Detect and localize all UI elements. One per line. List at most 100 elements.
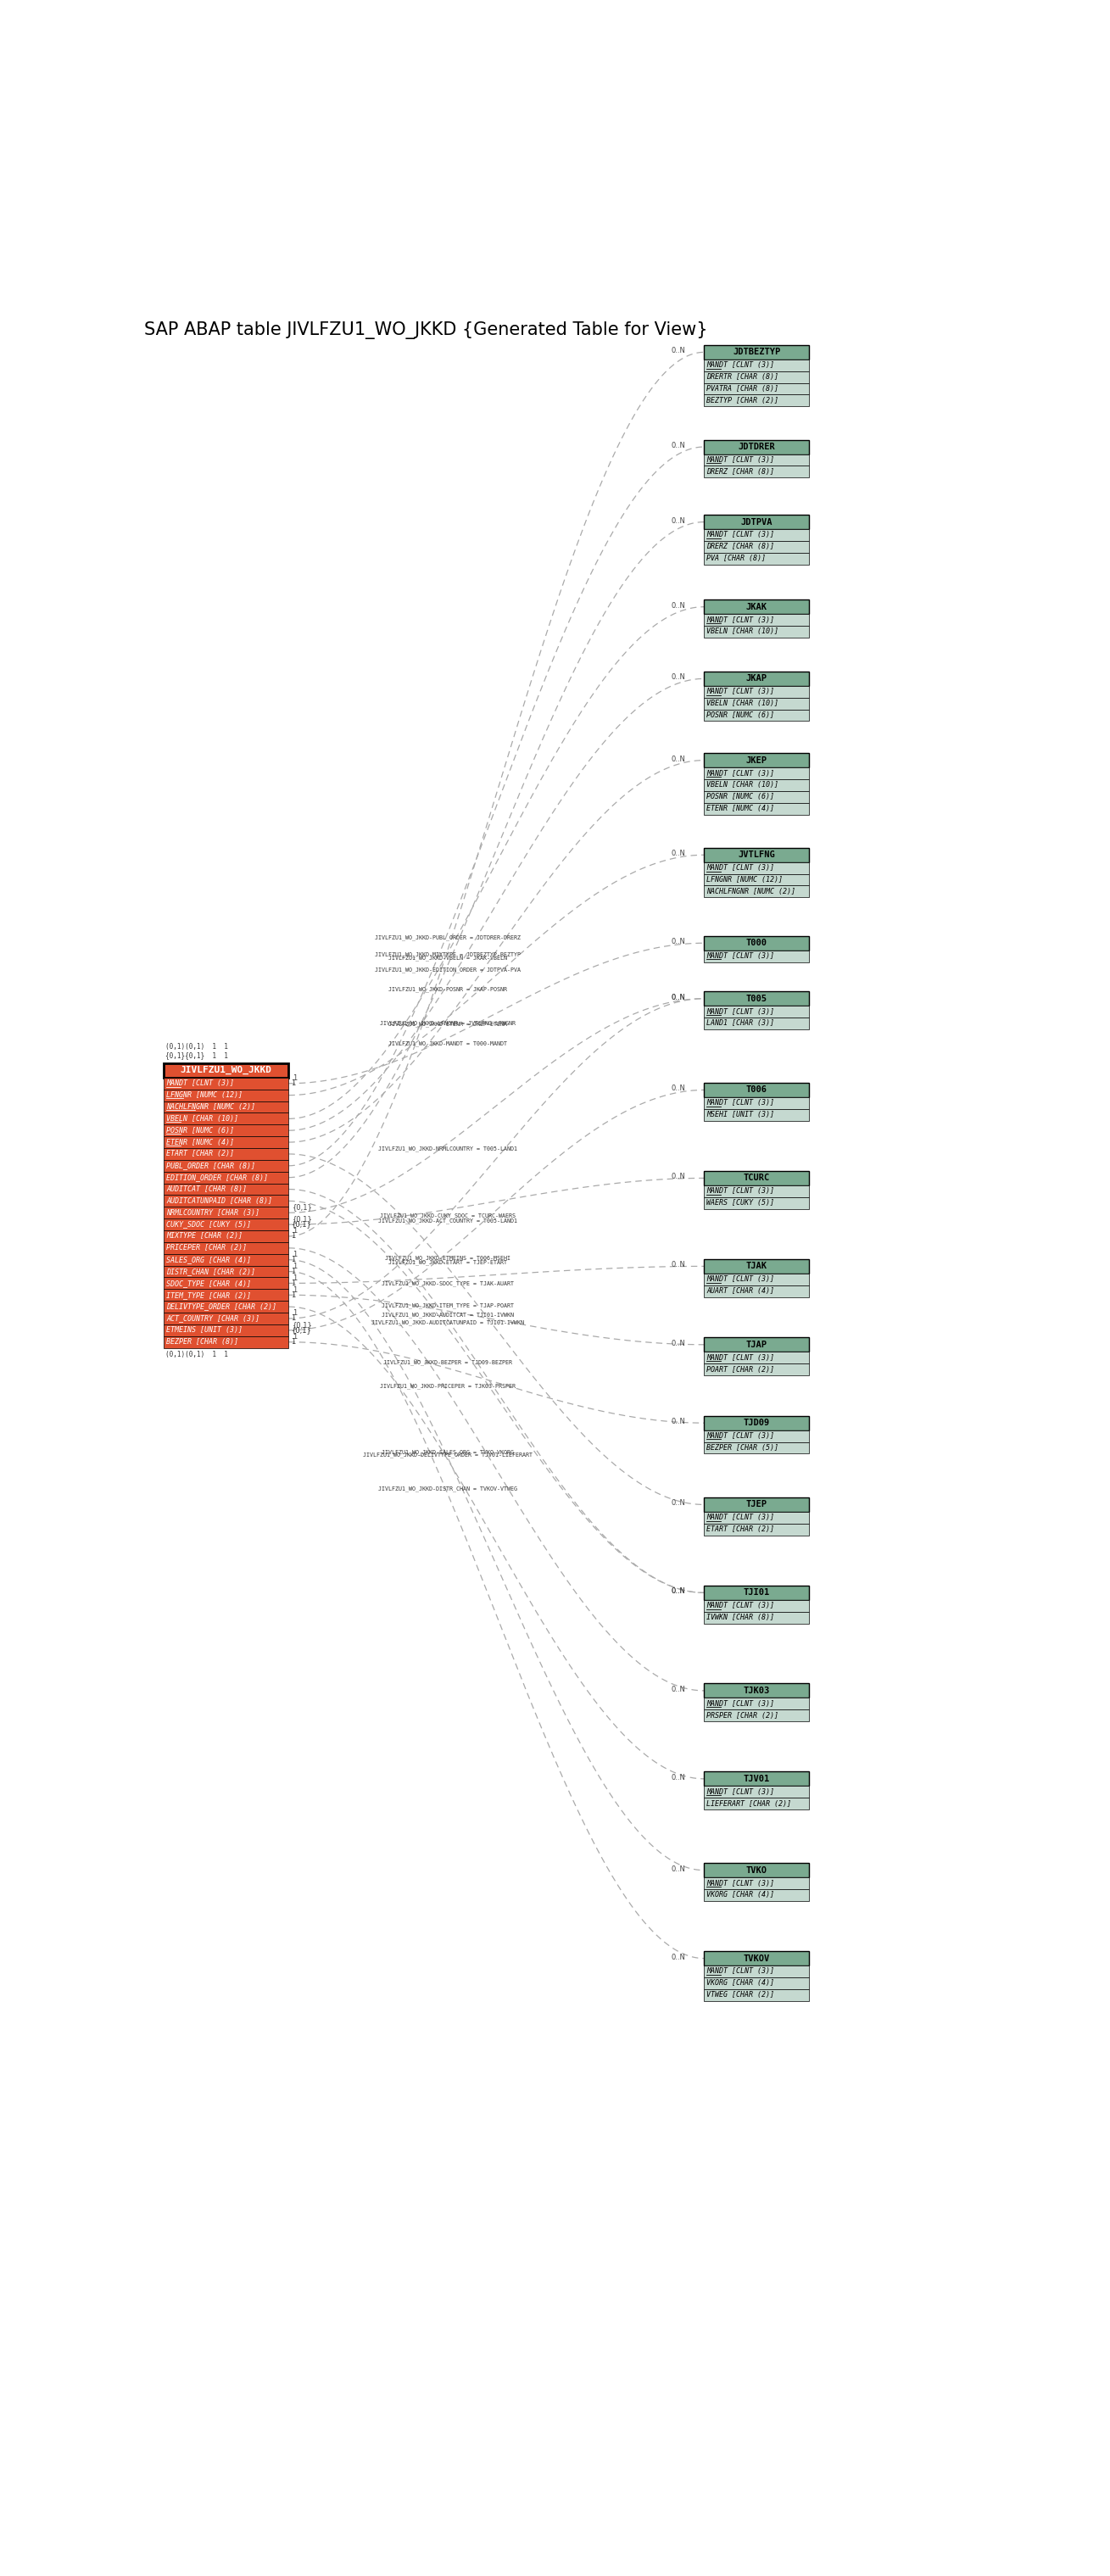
Text: TVKO: TVKO — [746, 1865, 767, 1875]
Text: POSNR [NUMC (6)]: POSNR [NUMC (6)] — [707, 793, 775, 801]
Text: 0..N: 0..N — [672, 1262, 686, 1270]
Bar — [163, 1077, 289, 1090]
Text: DRERZ [CHAR (8)]: DRERZ [CHAR (8)] — [707, 544, 775, 551]
Text: 0..N: 0..N — [672, 1587, 686, 1595]
Text: 1: 1 — [293, 1332, 297, 1340]
Text: JIVLFZU1_WO_JKKD-ETART = TJEP-ETART: JIVLFZU1_WO_JKKD-ETART = TJEP-ETART — [388, 1260, 507, 1265]
Text: WAERS [CUKY (5)]: WAERS [CUKY (5)] — [707, 1200, 775, 1206]
Bar — [704, 1097, 809, 1108]
Text: POSNR [NUMC (6)]: POSNR [NUMC (6)] — [166, 1126, 234, 1133]
Text: VBELN [CHAR (10)]: VBELN [CHAR (10)] — [707, 629, 778, 636]
Text: TJD09: TJD09 — [744, 1419, 769, 1427]
Text: 0..N: 0..N — [672, 994, 686, 1002]
Bar — [704, 863, 809, 873]
Text: MANDT [CLNT (3)]: MANDT [CLNT (3)] — [707, 1007, 775, 1015]
Bar — [704, 1587, 809, 1600]
Text: 0..N: 0..N — [672, 1417, 686, 1425]
Text: LAND1 [CHAR (3)]: LAND1 [CHAR (3)] — [707, 1020, 775, 1028]
Text: 0..N: 0..N — [672, 1587, 686, 1595]
Text: MANDT [CLNT (3)]: MANDT [CLNT (3)] — [707, 863, 775, 871]
Bar — [163, 1218, 289, 1231]
Text: JIVLFZU1_WO_JKKD-ACT_COUNTRY = T005-LAND1: JIVLFZU1_WO_JKKD-ACT_COUNTRY = T005-LAND… — [379, 1218, 517, 1224]
Text: JDTPVA: JDTPVA — [740, 518, 773, 526]
Text: 1: 1 — [291, 1231, 295, 1239]
Bar — [704, 1888, 809, 1901]
Bar — [163, 1337, 289, 1347]
Text: PUBL_ORDER [CHAR (8)]: PUBL_ORDER [CHAR (8)] — [166, 1162, 255, 1170]
Bar — [704, 361, 809, 371]
Bar — [704, 935, 809, 951]
Text: JIVLFZU1_WO_JKKD-LFNGNR = JVTLFNG-LFNGNR: JIVLFZU1_WO_JKKD-LFNGNR = JVTLFNG-LFNGNR — [381, 1020, 516, 1025]
Text: 1: 1 — [293, 1262, 297, 1270]
Bar — [704, 613, 809, 626]
Text: MANDT [CLNT (3)]: MANDT [CLNT (3)] — [707, 1515, 775, 1522]
Text: JIVLFZU1_WO_JKKD-ITEM_TYPE = TJAP-POART: JIVLFZU1_WO_JKKD-ITEM_TYPE = TJAP-POART — [382, 1303, 514, 1309]
Bar — [704, 1950, 809, 1965]
Text: VKORG [CHAR (4)]: VKORG [CHAR (4)] — [707, 1978, 775, 1986]
Text: ETMEINS [UNIT (3)]: ETMEINS [UNIT (3)] — [166, 1327, 243, 1334]
Text: TJAK: TJAK — [746, 1262, 767, 1270]
Text: VBELN [CHAR (10)]: VBELN [CHAR (10)] — [707, 781, 778, 788]
Bar — [704, 1172, 809, 1185]
Bar — [163, 1126, 289, 1136]
Text: 1: 1 — [291, 1291, 295, 1298]
Text: MANDT [CLNT (3)]: MANDT [CLNT (3)] — [707, 1700, 775, 1708]
Text: JIVLFZU1_WO_JKKD-PUBL_ORDER = JDTDRER-DRERZ: JIVLFZU1_WO_JKKD-PUBL_ORDER = JDTDRER-DR… — [375, 935, 521, 940]
Text: BEZPER [CHAR (5)]: BEZPER [CHAR (5)] — [707, 1445, 778, 1453]
Text: JIVLFZU1_WO_JKKD-MANDT = T000-MANDT: JIVLFZU1_WO_JKKD-MANDT = T000-MANDT — [388, 1041, 507, 1046]
Text: 0..N: 0..N — [672, 1775, 686, 1783]
Text: MANDT [CLNT (3)]: MANDT [CLNT (3)] — [707, 456, 775, 464]
Bar — [704, 1685, 809, 1698]
Bar — [704, 1989, 809, 2002]
Bar — [704, 384, 809, 394]
Text: LIEFERART [CHAR (2)]: LIEFERART [CHAR (2)] — [707, 1801, 791, 1808]
Text: 0..N: 0..N — [672, 938, 686, 945]
Text: JKAP: JKAP — [746, 675, 767, 683]
Bar — [163, 1324, 289, 1337]
Text: JDTDRER: JDTDRER — [738, 443, 775, 451]
Bar — [704, 848, 809, 863]
Text: JIVLFZU1_WO_JKKD-CUKY_SDOC = TCURC-WAERS: JIVLFZU1_WO_JKKD-CUKY_SDOC = TCURC-WAERS — [381, 1213, 516, 1218]
Bar — [163, 1136, 289, 1149]
Bar — [704, 1497, 809, 1512]
Bar — [163, 1208, 289, 1218]
Bar — [704, 951, 809, 961]
Bar — [704, 515, 809, 528]
Bar — [704, 1198, 809, 1208]
Text: 1: 1 — [293, 1074, 297, 1082]
Bar — [704, 1337, 809, 1352]
Text: DISTR_CHAN [CHAR (2)]: DISTR_CHAN [CHAR (2)] — [166, 1267, 255, 1275]
Text: MANDT [CLNT (3)]: MANDT [CLNT (3)] — [166, 1079, 234, 1087]
Bar — [163, 1064, 289, 1077]
Bar — [704, 440, 809, 453]
Bar — [704, 1273, 809, 1285]
Bar — [163, 1231, 289, 1242]
Bar — [704, 1082, 809, 1097]
Text: JKEP: JKEP — [746, 755, 767, 765]
Text: 1: 1 — [291, 1267, 295, 1275]
Bar — [704, 791, 809, 804]
Text: JIVLFZU1_WO_JKKD-ETENR = JKEP-ETENR: JIVLFZU1_WO_JKKD-ETENR = JKEP-ETENR — [388, 1020, 507, 1028]
Bar — [704, 1522, 809, 1535]
Bar — [163, 1314, 289, 1324]
Text: JIVLFZU1_WO_JKKD-MIXTYPE = JDTBEZTYP-BEZTYP: JIVLFZU1_WO_JKKD-MIXTYPE = JDTBEZTYP-BEZ… — [375, 951, 521, 958]
Text: MANDT [CLNT (3)]: MANDT [CLNT (3)] — [707, 1100, 775, 1108]
Text: DELIVTYPE_ORDER [CHAR (2)]: DELIVTYPE_ORDER [CHAR (2)] — [166, 1303, 276, 1311]
Text: MANDT [CLNT (3)]: MANDT [CLNT (3)] — [707, 531, 775, 538]
Text: JIVLFZU1_WO_JKKD-DISTR_CHAN = TVKOV-VTWEG: JIVLFZU1_WO_JKKD-DISTR_CHAN = TVKOV-VTWE… — [379, 1486, 517, 1492]
Text: BEZPER [CHAR (8)]: BEZPER [CHAR (8)] — [166, 1337, 239, 1345]
Text: MANDT [CLNT (3)]: MANDT [CLNT (3)] — [707, 770, 775, 778]
Text: {0,1}: {0,1} — [293, 1203, 313, 1211]
Bar — [163, 1090, 289, 1100]
Text: BEZTYP [CHAR (2)]: BEZTYP [CHAR (2)] — [707, 397, 778, 404]
Text: 1: 1 — [291, 1280, 295, 1288]
Text: 0..N: 0..N — [672, 1685, 686, 1692]
Text: MANDT [CLNT (3)]: MANDT [CLNT (3)] — [707, 1275, 775, 1283]
Text: 0..N: 0..N — [672, 1172, 686, 1180]
Bar — [704, 886, 809, 896]
Text: JIVLFZU1_WO_JKKD-ETMEINS = T006-MSEHI: JIVLFZU1_WO_JKKD-ETMEINS = T006-MSEHI — [385, 1255, 511, 1260]
Bar — [704, 371, 809, 384]
Text: {0,1}: {0,1} — [293, 1321, 313, 1329]
Bar — [704, 1862, 809, 1878]
Text: {0,1}: {0,1} — [291, 1221, 312, 1229]
